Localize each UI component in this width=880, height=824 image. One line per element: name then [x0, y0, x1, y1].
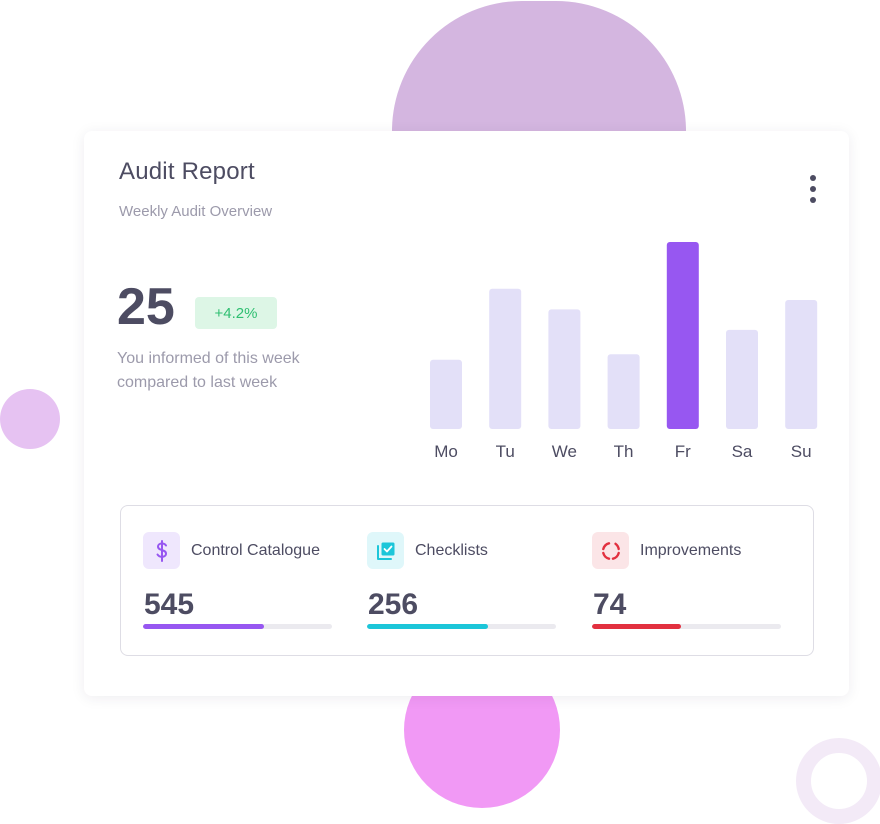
decorative-circle-left — [0, 389, 60, 449]
bar-we — [548, 309, 581, 429]
decorative-half-circle — [392, 1, 686, 131]
stat-value: 545 — [144, 588, 195, 621]
x-tick-label: Mo — [434, 442, 458, 461]
bar-fr — [666, 242, 699, 429]
x-tick-label: Fr — [675, 442, 691, 461]
stat-label: Improvements — [640, 542, 742, 559]
x-tick-label: Sa — [732, 442, 753, 461]
stat-label: Control Catalogue — [191, 542, 320, 559]
bar-tu — [489, 288, 522, 429]
x-tick-label: Tu — [496, 442, 515, 461]
x-tick-label: We — [552, 442, 577, 461]
bar-th — [607, 354, 640, 429]
progress-fill — [592, 624, 681, 629]
x-tick-label: Th — [614, 442, 634, 461]
stat-value: 256 — [368, 588, 419, 621]
bar-sa — [726, 329, 758, 429]
bar-su — [785, 299, 818, 429]
progress-track — [143, 624, 332, 629]
stats-panel: Control Catalogue 545 Checklists 256 — [120, 505, 814, 656]
stat-label: Checklists — [415, 542, 488, 559]
checklist-icon — [367, 532, 404, 569]
stat-value: 74 — [593, 588, 627, 621]
audit-report-card: Audit Report Weekly Audit Overview 25 +4… — [84, 131, 849, 696]
weekly-bar-chart: Mo Tu We Th Fr Sa Su — [430, 242, 818, 461]
card-title: Audit Report — [119, 158, 255, 185]
progress-track — [592, 624, 781, 629]
x-tick-label: Su — [791, 442, 812, 461]
bar-mo — [430, 359, 462, 429]
progress-fill — [143, 624, 264, 629]
dollar-icon — [143, 532, 180, 569]
progress-track — [367, 624, 556, 629]
card-subtitle: Weekly Audit Overview — [119, 203, 273, 220]
summary-description: You informed of this week compared to la… — [117, 350, 300, 391]
progress-fill — [367, 624, 488, 629]
summary-value: 25 — [117, 278, 175, 336]
decorative-ring — [796, 738, 880, 824]
change-badge: +4.2% — [195, 297, 277, 329]
refresh-icon — [592, 532, 629, 569]
more-vertical-icon[interactable] — [805, 175, 821, 203]
